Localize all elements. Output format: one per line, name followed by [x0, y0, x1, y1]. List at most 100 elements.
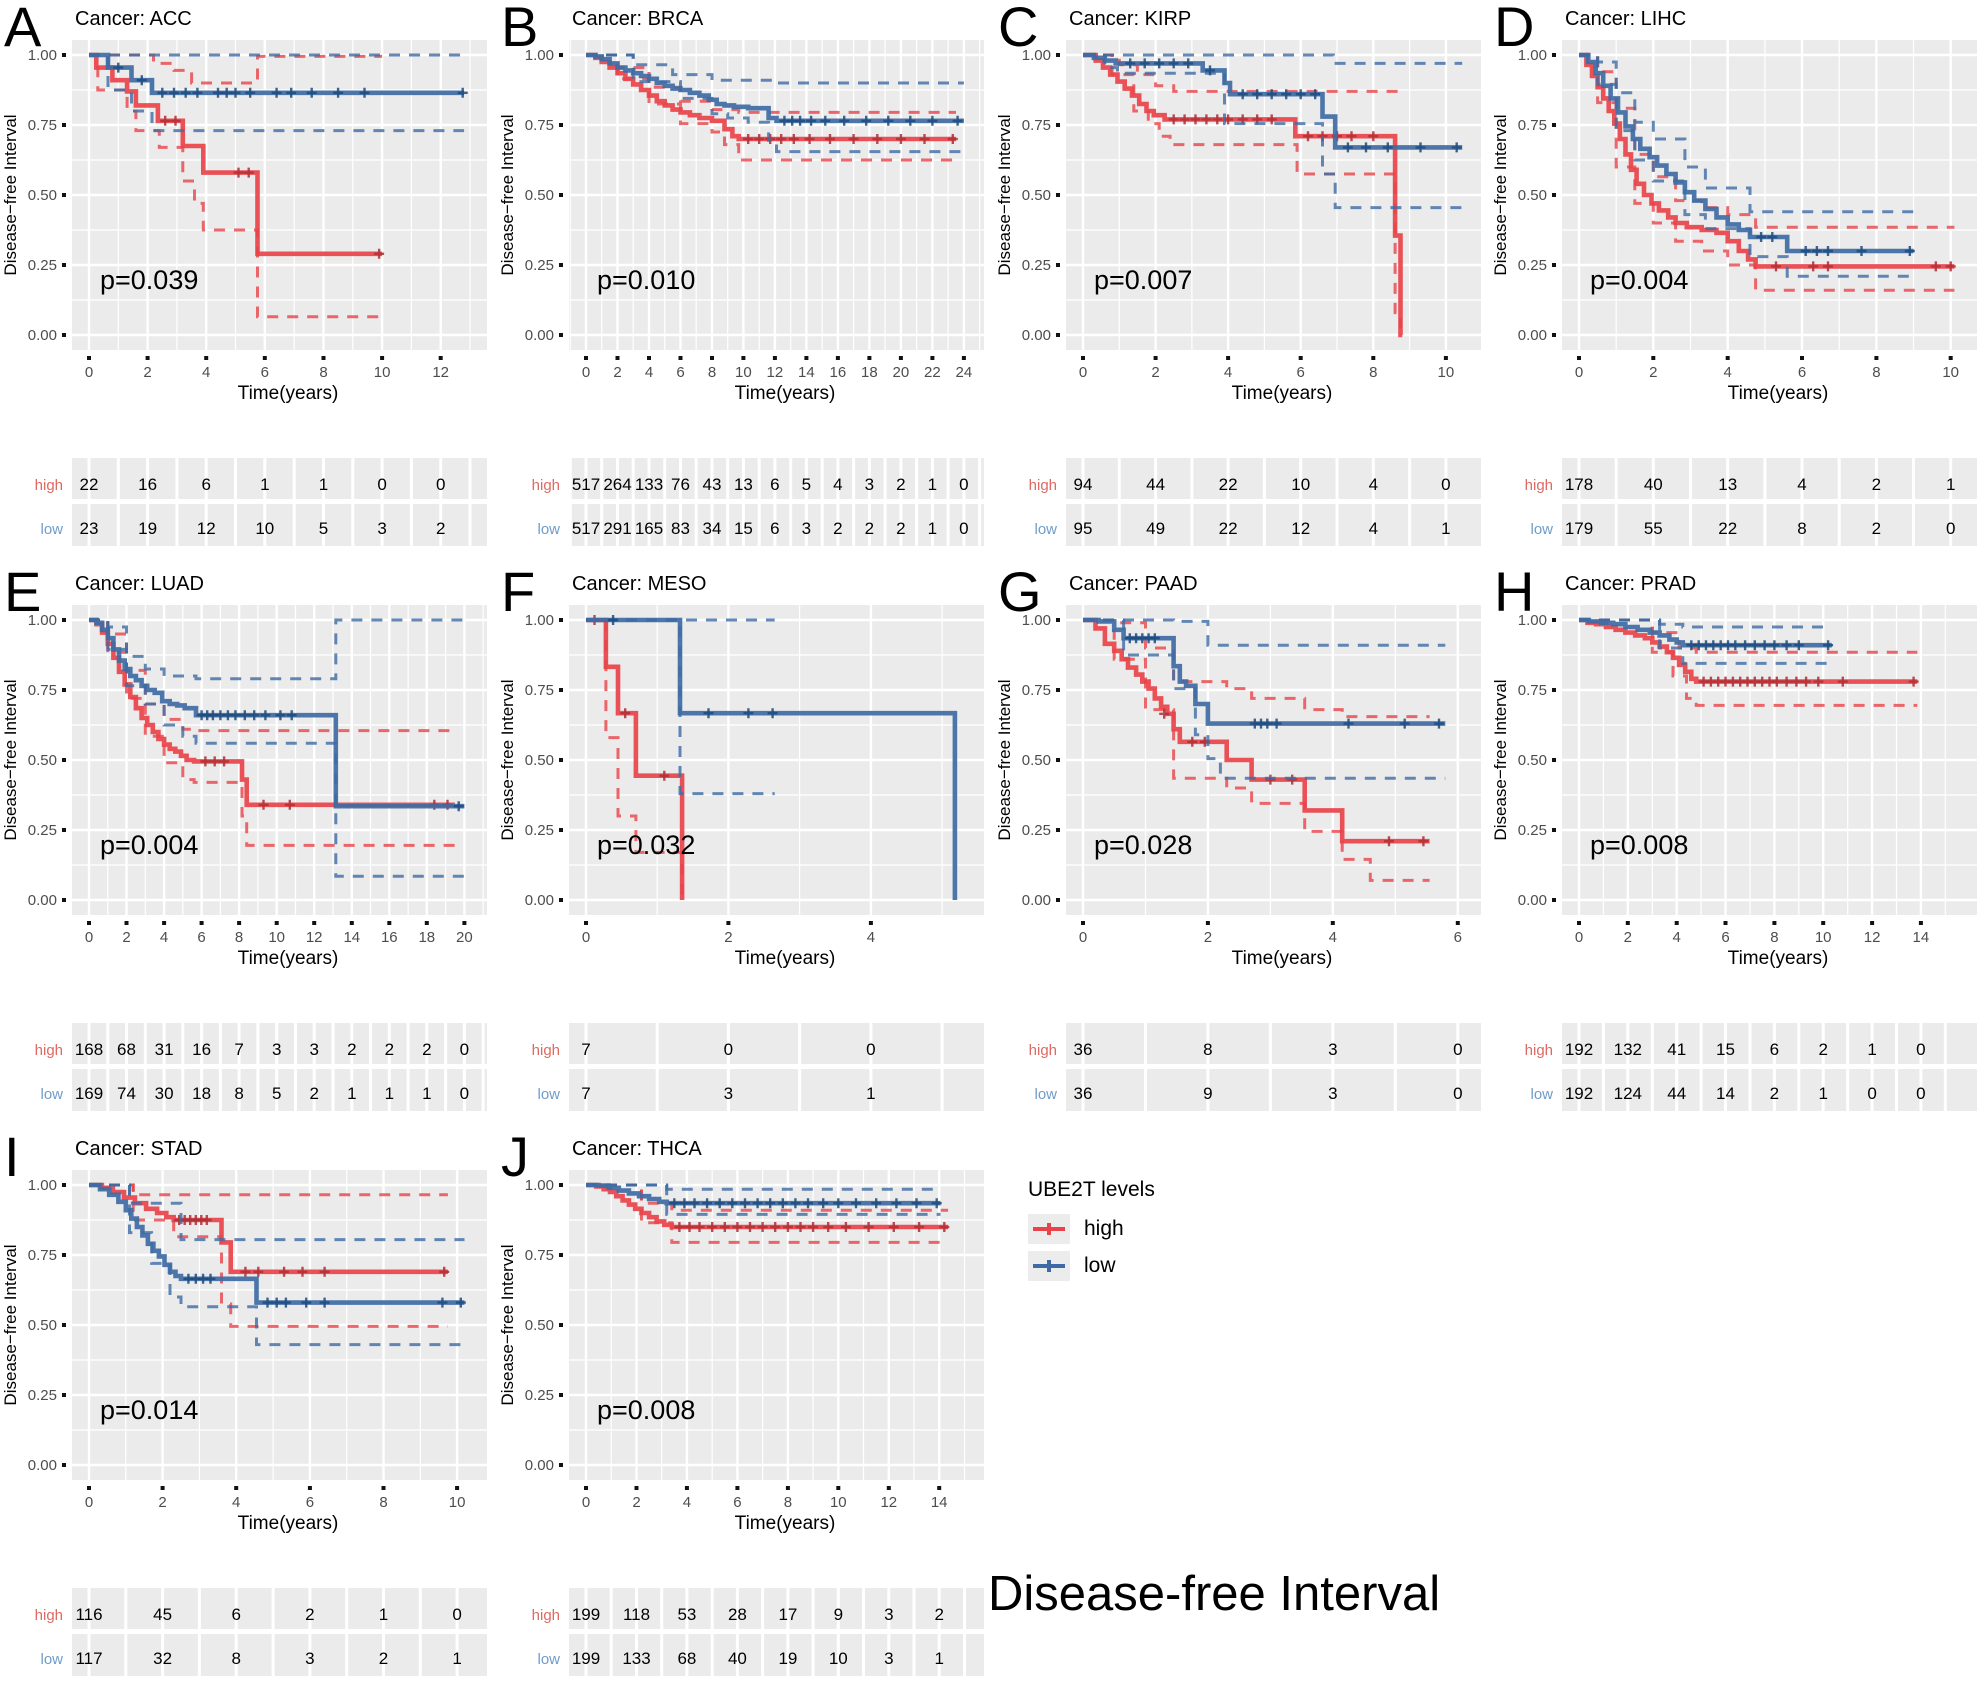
risk-count: 13 [1718, 475, 1737, 494]
high-censor-mark [1212, 114, 1223, 125]
low-ci-upper [1083, 53, 1463, 65]
low-censor-mark [1149, 633, 1160, 644]
low-ci-upper [89, 618, 465, 681]
high-censor-mark [1187, 736, 1198, 747]
x-tick-label: 2 [613, 364, 621, 381]
risk-count: 5 [272, 1084, 281, 1103]
high-censor-mark [788, 134, 799, 144]
high-censor-mark [1303, 131, 1313, 142]
y-tick-label: 0.50 [28, 187, 57, 204]
y-axis-label: Disease−free Interval [995, 679, 1014, 840]
risk-count: 1 [422, 1084, 431, 1103]
x-tick-label: 22 [924, 364, 941, 381]
low-censor-mark [767, 708, 778, 719]
risk-count: 124 [1614, 1084, 1642, 1103]
x-tick-label: 14 [1913, 929, 1930, 946]
x-tick-label: 2 [632, 1494, 640, 1511]
low-censor-mark [679, 1198, 690, 1209]
high-survival-curve [1083, 617, 1430, 844]
low-censor-mark [230, 87, 241, 98]
risk-count: 36 [1074, 1040, 1093, 1059]
high-censor-mark [1930, 261, 1941, 272]
low-censor-mark [820, 115, 831, 126]
km-plot-svg: 0.000.250.500.751.000 2 4 6 8 10I Cancer: STAD… [1, 1130, 487, 1676]
risk-count: 168 [75, 1040, 103, 1059]
x-tick-label: 10 [268, 929, 285, 946]
risk-count: 3 [802, 519, 811, 538]
risk-count: 45 [153, 1605, 172, 1624]
panel-g-paad: 0.00 0.25 0.50 0.75 1.00 0 2 4 6 G Cancer: PAAD p=0… [994, 565, 1491, 1130]
high-censor-mark [719, 1222, 730, 1232]
y-tick-label: 0.50 [525, 187, 554, 204]
low-censor-mark [457, 87, 468, 98]
risk-count: 133 [635, 475, 663, 494]
x-tick-label: 8 [784, 1494, 792, 1511]
x-tick-label: 8 [379, 1494, 387, 1511]
y-tick-label: 1.00 [28, 612, 57, 629]
panel-letter: G [998, 565, 1042, 623]
low-censor-mark [1237, 89, 1248, 100]
high-censor-mark [1190, 114, 1201, 125]
low-censor-mark [1823, 246, 1833, 256]
high-censor-mark [1266, 114, 1277, 125]
y-axis-label: Disease−free Interval [498, 679, 517, 840]
y-axis-label: Disease−free Interval [1, 114, 20, 275]
legend-key-low [1028, 1251, 1070, 1281]
high-censor-mark [439, 1266, 450, 1277]
x-tick-label: 10 [1815, 929, 1832, 946]
risk-row-label-low: low [537, 1086, 560, 1103]
risk-count: 6 [231, 1605, 240, 1624]
risk-count: 3 [377, 519, 386, 538]
legend-key-high [1028, 1214, 1070, 1244]
risk-count: 2 [422, 1040, 431, 1059]
x-tick-label: 0 [85, 364, 93, 381]
low-ci-lower [586, 1183, 941, 1216]
x-tick-label: 6 [1721, 929, 1729, 946]
risk-count: 2 [305, 1605, 314, 1624]
low-censor-mark [1811, 246, 1822, 256]
risk-count: 0 [460, 1040, 469, 1059]
risk-row-label-low: low [1530, 1086, 1553, 1103]
risk-count: 10 [1291, 475, 1310, 494]
low-ci-lower [1083, 53, 1463, 210]
low-censor-mark [833, 1198, 844, 1209]
low-censor-mark [927, 115, 938, 126]
x-tick-label: 20 [893, 364, 910, 381]
risk-count: 2 [896, 475, 905, 494]
x-tick-label: 18 [861, 364, 878, 381]
high-ci-lower [1083, 618, 1430, 882]
risk-count: 36 [1074, 1084, 1093, 1103]
risk-row-label-low: low [537, 1651, 560, 1668]
x-tick-label: 4 [683, 1494, 691, 1511]
risk-count: 15 [734, 519, 753, 538]
risk-count: 0 [959, 519, 968, 538]
risk-count: 44 [1667, 1084, 1686, 1103]
risk-count: 0 [452, 1605, 461, 1624]
high-censor-mark [200, 756, 211, 767]
low-censor-mark [861, 115, 872, 126]
high-censor-mark [1771, 261, 1781, 272]
y-tick-label: 1.00 [28, 1177, 57, 1194]
y-tick-label: 0.00 [1518, 327, 1547, 344]
high-censor-mark [160, 115, 171, 126]
y-tick-label: 0.25 [525, 257, 554, 274]
risk-count: 5 [319, 519, 328, 538]
risk-count: 199 [572, 1649, 600, 1668]
low-survival-curve [1579, 52, 1914, 254]
y-tick-label: 0.00 [525, 327, 554, 344]
low-censor-mark [260, 710, 271, 721]
high-censor-mark [757, 1222, 768, 1232]
low-censor-mark [1415, 142, 1426, 153]
x-tick-label: 0 [582, 1494, 590, 1511]
y-tick-label: 0.50 [525, 752, 554, 769]
low-censor-mark [740, 1198, 750, 1209]
low-ci-lower [1579, 618, 1832, 665]
low-censor-mark [1262, 718, 1273, 729]
low-ci-lower [586, 53, 964, 154]
risk-count: 4 [1369, 519, 1378, 538]
low-censor-mark [1759, 640, 1770, 651]
high-censor-mark [939, 1222, 950, 1232]
high-censor-mark [319, 1266, 330, 1277]
low-censor-mark [1125, 58, 1136, 69]
risk-count: 199 [572, 1605, 600, 1624]
